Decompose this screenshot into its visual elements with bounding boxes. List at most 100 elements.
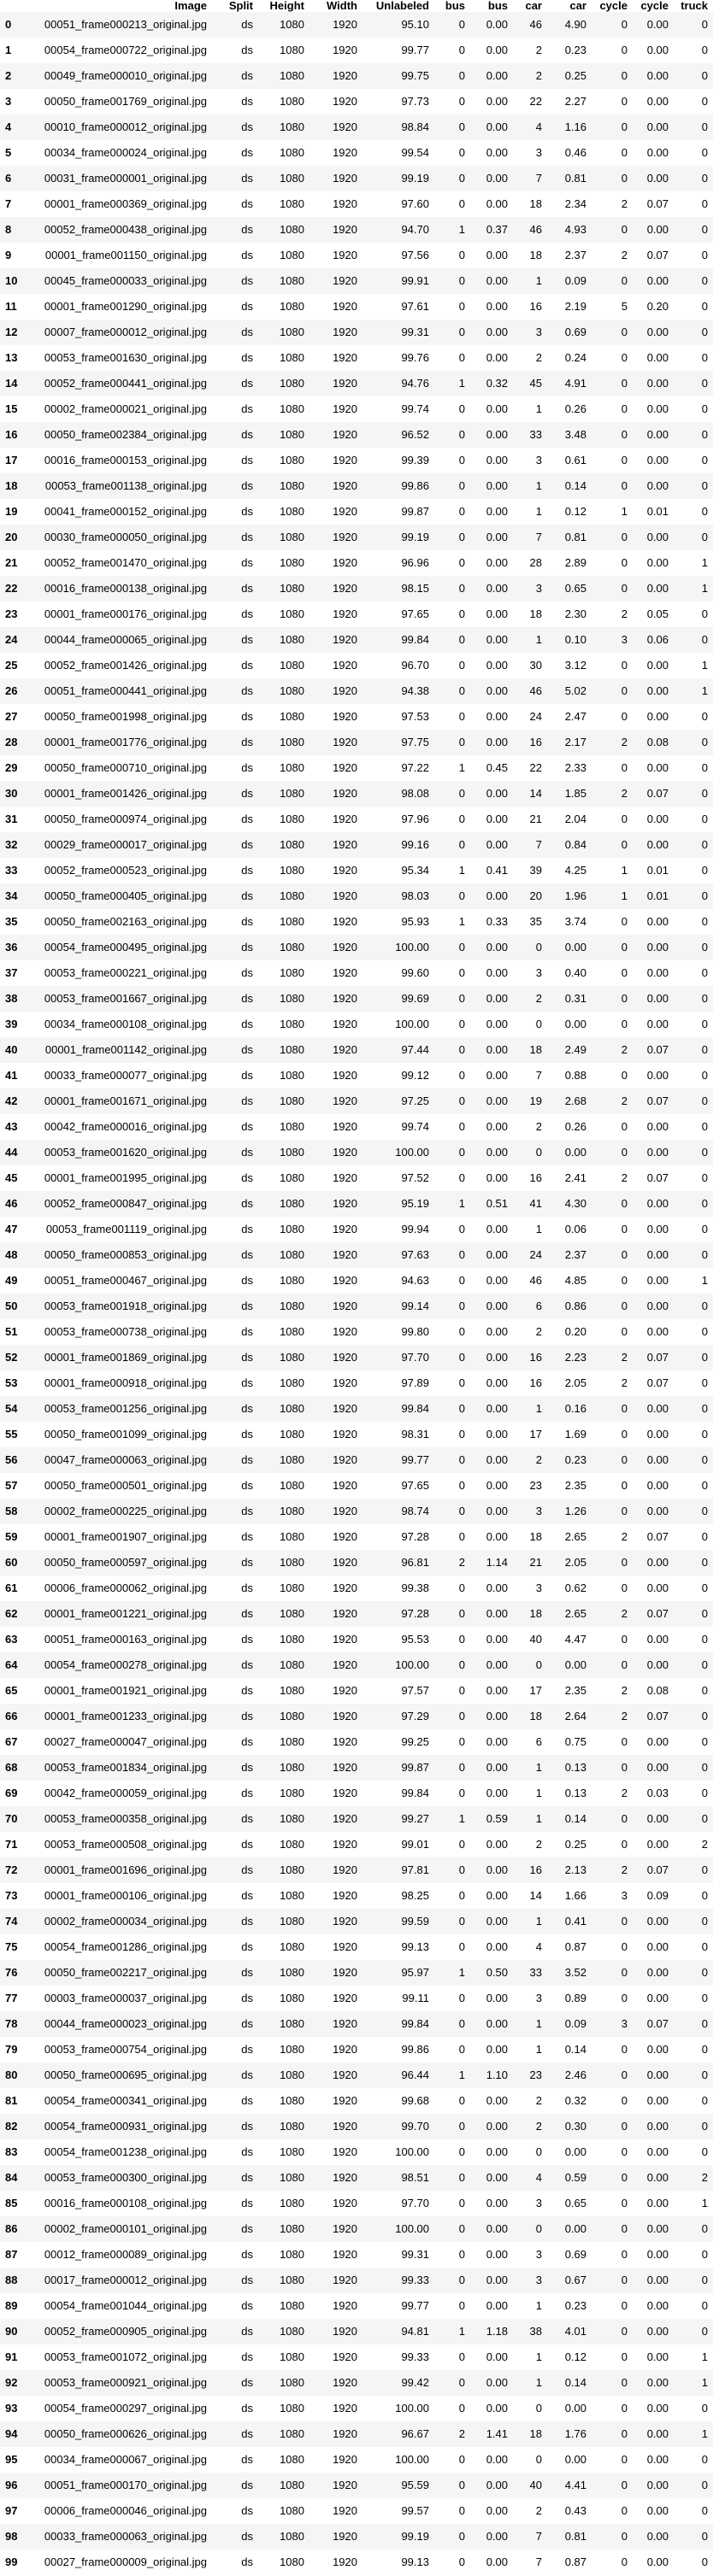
table-cell: 0.87 (564, 1940, 586, 1953)
table-cell: 00001_frame001776_original.jpg (44, 736, 207, 748)
table-cell: 0 (458, 1838, 465, 1851)
table-cell: 0.00 (486, 582, 508, 595)
table-cell: 0.81 (564, 172, 586, 185)
table-cell: 0.00 (646, 2299, 669, 2312)
table-cell: 0.75 (564, 1735, 586, 1748)
row-index: 19 (5, 505, 18, 518)
table-cell: 0.69 (564, 2248, 586, 2261)
table-row: 9 00001_frame001150_original.jpg ds 1080 192… (0, 243, 713, 268)
table-cell: 18 (529, 607, 542, 620)
table-cell: 00050_frame000626_original.jpg (44, 2427, 207, 2440)
table-row: 0 00051_frame000213_original.jpg ds 1080 192… (0, 12, 713, 38)
table-row: 34 00050_frame000405_original.jpg ds 1080 19… (0, 883, 713, 909)
row-index: 42 (5, 1094, 18, 1107)
table-cell: 4.93 (564, 223, 586, 236)
table-cell: 96.44 (401, 2068, 429, 2081)
table-cell: 0 (621, 761, 628, 774)
table-cell: 0 (701, 1992, 708, 2004)
table-cell: 2 (621, 1376, 628, 1389)
table-cell: 1080 (280, 2197, 304, 2209)
table-cell: 1080 (280, 1992, 304, 2004)
column-header: Split (228, 0, 253, 12)
row-index: 87 (5, 2248, 18, 2261)
table-row: 14 00052_frame000441_original.jpg ds 1080 19… (0, 371, 713, 396)
table-cell: 4.91 (564, 377, 586, 390)
table-cell: 1920 (333, 531, 357, 543)
table-cell: 97.28 (401, 1607, 429, 1620)
table-cell: 100.00 (395, 941, 429, 954)
table-cell: 1080 (280, 1197, 304, 1210)
table-cell: 0 (621, 172, 628, 185)
table-cell: 24 (529, 710, 542, 723)
table-cell: 0 (621, 69, 628, 82)
table-cell: 99.70 (401, 2120, 429, 2133)
table-cell: 0 (701, 223, 708, 236)
row-index: 44 (5, 1146, 18, 1159)
table-cell: 00031_frame000001_original.jpg (44, 172, 207, 185)
table-cell: 0.00 (486, 1889, 508, 1902)
row-index: 57 (5, 1479, 18, 1492)
table-cell: 0.00 (486, 710, 508, 723)
table-cell: 99.74 (401, 1120, 429, 1133)
table-cell: 0 (621, 479, 628, 492)
table-cell: 0 (621, 1069, 628, 1082)
table-cell: 2 (535, 351, 542, 364)
table-cell: 0.00 (486, 2171, 508, 2184)
table-cell: 0 (458, 1300, 465, 1312)
table-cell: 1080 (280, 1351, 304, 1364)
table-cell: 1080 (280, 889, 304, 902)
table-cell: 1 (458, 1197, 465, 1210)
table-cell: 0.00 (486, 1094, 508, 1107)
table-cell: 1080 (280, 120, 304, 133)
table-cell: 0.00 (646, 402, 669, 415)
table-cell: 0 (701, 377, 708, 390)
table-cell: 0 (458, 2350, 465, 2363)
table-cell: 1920 (333, 146, 357, 159)
table-cell: 0.00 (486, 1376, 508, 1389)
table-cell: 97.65 (401, 607, 429, 620)
table-cell: 40 (529, 2479, 542, 2491)
table-cell: 16 (529, 736, 542, 748)
table-cell: 1080 (280, 1300, 304, 1312)
table-cell: ds (241, 1479, 253, 1492)
table-cell: 1920 (333, 1300, 357, 1312)
table-cell: 0.41 (564, 1915, 586, 1928)
table-cell: ds (241, 2274, 253, 2286)
table-cell: ds (241, 1710, 253, 1722)
table-cell: 0 (621, 1761, 628, 1774)
table-cell: 1080 (280, 684, 304, 697)
table-cell: 0.31 (564, 992, 586, 1005)
table-cell: 1920 (333, 1838, 357, 1851)
table-cell: 00052_frame000523_original.jpg (44, 864, 207, 877)
table-cell: 0.00 (646, 2197, 669, 2209)
table-cell: 0.00 (646, 2427, 669, 2440)
row-index: 99 (5, 2555, 18, 2568)
table-cell: 0.00 (486, 1863, 508, 1876)
table-cell: 1 (535, 1761, 542, 1774)
table-cell: 1080 (280, 1325, 304, 1338)
row-index: 77 (5, 1992, 18, 2004)
table-cell: 3.48 (564, 428, 586, 441)
table-cell: 0 (458, 300, 465, 313)
table-cell: 00017_frame000012_original.jpg (44, 2274, 207, 2286)
table-cell: 7 (535, 2530, 542, 2543)
table-cell: ds (241, 813, 253, 825)
table-cell: ds (241, 120, 253, 133)
table-cell: 1080 (280, 1761, 304, 1774)
table-cell: 0.00 (486, 941, 508, 954)
table-cell: 1080 (280, 69, 304, 82)
table-cell: 0 (458, 1581, 465, 1594)
table-cell: ds (241, 18, 253, 31)
table-cell: 1080 (280, 2274, 304, 2286)
table-cell: 1080 (280, 1274, 304, 1287)
table-cell: 1080 (280, 1069, 304, 1082)
table-row: 36 00054_frame000495_original.jpg ds 1080 19… (0, 935, 713, 960)
table-cell: 0 (621, 1479, 628, 1492)
table-cell: ds (241, 1376, 253, 1389)
table-cell: 0.00 (486, 197, 508, 210)
table-cell: 00050_frame001099_original.jpg (44, 1428, 207, 1441)
table-cell: 0.00 (486, 966, 508, 979)
table-cell: 00042_frame000059_original.jpg (44, 1787, 207, 1799)
table-cell: 24 (529, 1248, 542, 1261)
table-cell: 1080 (280, 249, 304, 261)
